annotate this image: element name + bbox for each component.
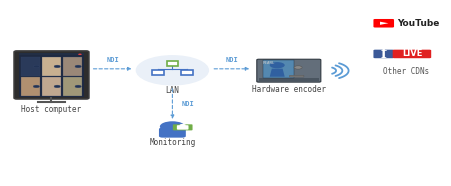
Text: PEARL: PEARL	[262, 62, 275, 65]
Text: LIVE: LIVE	[402, 49, 422, 58]
Circle shape	[179, 124, 186, 126]
Circle shape	[33, 65, 40, 68]
Text: NDI: NDI	[181, 101, 194, 107]
FancyBboxPatch shape	[63, 57, 82, 76]
Circle shape	[136, 55, 209, 86]
FancyBboxPatch shape	[14, 51, 89, 99]
FancyBboxPatch shape	[290, 75, 304, 77]
Text: YouTube: YouTube	[398, 19, 440, 28]
FancyBboxPatch shape	[258, 78, 319, 81]
FancyBboxPatch shape	[41, 77, 61, 96]
Circle shape	[270, 62, 285, 68]
FancyBboxPatch shape	[257, 59, 321, 82]
FancyBboxPatch shape	[393, 50, 431, 58]
FancyBboxPatch shape	[373, 50, 394, 58]
Circle shape	[75, 65, 81, 68]
FancyBboxPatch shape	[21, 57, 41, 76]
FancyBboxPatch shape	[263, 60, 295, 78]
Circle shape	[75, 85, 81, 88]
FancyBboxPatch shape	[152, 70, 164, 75]
Text: NDI: NDI	[106, 57, 119, 63]
Circle shape	[54, 65, 60, 68]
Circle shape	[33, 85, 40, 88]
Text: f: f	[381, 46, 387, 61]
FancyBboxPatch shape	[159, 128, 186, 138]
Text: Host computer: Host computer	[22, 105, 82, 114]
FancyBboxPatch shape	[41, 57, 61, 76]
Circle shape	[54, 85, 60, 88]
FancyBboxPatch shape	[63, 77, 82, 96]
Polygon shape	[270, 69, 285, 77]
Circle shape	[78, 54, 82, 55]
Text: Other CDNs: Other CDNs	[383, 67, 430, 76]
Text: Monitoring: Monitoring	[149, 138, 196, 147]
Circle shape	[160, 121, 185, 132]
FancyBboxPatch shape	[173, 124, 193, 130]
Polygon shape	[380, 22, 388, 25]
FancyBboxPatch shape	[166, 61, 178, 66]
FancyBboxPatch shape	[21, 77, 41, 96]
Text: LAN: LAN	[166, 86, 179, 95]
FancyBboxPatch shape	[177, 125, 189, 130]
FancyBboxPatch shape	[19, 53, 83, 97]
FancyBboxPatch shape	[19, 53, 83, 55]
Circle shape	[294, 66, 302, 69]
FancyBboxPatch shape	[373, 19, 394, 28]
Text: Hardware encoder: Hardware encoder	[252, 86, 326, 94]
Text: NDI: NDI	[226, 57, 238, 63]
FancyBboxPatch shape	[181, 70, 193, 75]
